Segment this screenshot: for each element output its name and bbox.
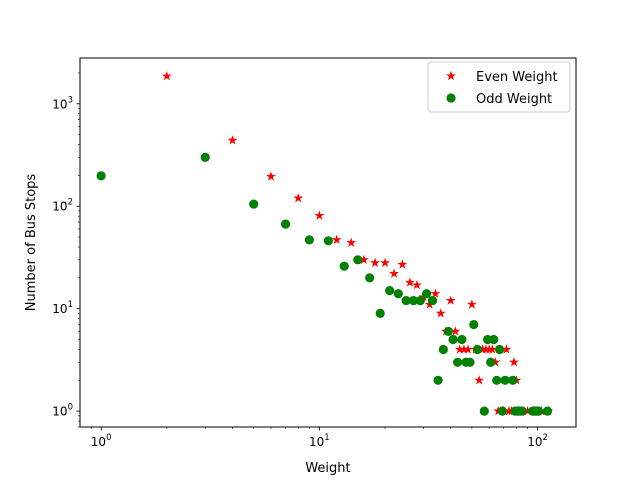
- odd-weight-point: [457, 334, 467, 345]
- odd-weight-point: [249, 199, 259, 209]
- even-weight-point: [404, 277, 415, 287]
- even-weight-point: [454, 344, 465, 354]
- even-weight-point: [509, 357, 519, 367]
- x-tick-label: 100: [91, 433, 112, 449]
- legend-circle-marker: [446, 93, 456, 103]
- even-weight-point: [435, 308, 446, 318]
- odd-weight-point: [200, 152, 210, 162]
- legend-marker-even: [446, 70, 456, 81]
- even-weight-point: [430, 288, 441, 298]
- data-points: [96, 71, 554, 416]
- x-axis-label: Weight: [305, 461, 350, 476]
- even-weight-point: [466, 299, 477, 309]
- x-tick-label: 101: [309, 433, 330, 449]
- legend-marker-odd: [446, 93, 456, 103]
- odd-weight-point: [479, 406, 489, 416]
- odd-weight-point: [353, 255, 363, 265]
- odd-weight-point: [280, 219, 291, 229]
- legend-box: [427, 61, 571, 113]
- y-tick-label: 103: [52, 95, 73, 111]
- odd-weight-point: [452, 357, 463, 367]
- odd-weight-point: [375, 308, 385, 318]
- odd-weight-point: [415, 295, 425, 306]
- even-weight-point: [474, 375, 485, 385]
- y-axis-ticks: 100 101 102 103: [52, 72, 80, 428]
- odd-weight-point: [486, 357, 496, 367]
- even-weight-point: [522, 405, 533, 416]
- legend-star-marker: [446, 70, 456, 81]
- odd-weight-point: [408, 295, 419, 306]
- legend-label-odd: Odd Weight: [476, 92, 552, 107]
- axes-frame: [79, 57, 577, 428]
- odd-weight-point: [427, 295, 438, 306]
- even-weight-point: [227, 135, 238, 145]
- legend-label-even: Even Weight: [476, 70, 558, 85]
- y-tick-label: 102: [52, 198, 73, 214]
- even-weight-point: [331, 234, 342, 245]
- even-weight-point: [370, 257, 381, 268]
- odd-weight-point: [533, 406, 544, 416]
- odd-weight-point: [517, 406, 527, 416]
- odd-weight-point: [96, 171, 106, 181]
- even-weight-point: [411, 279, 422, 290]
- odd-weight-point: [495, 344, 505, 355]
- odd-weight-point: [365, 273, 375, 283]
- odd-weight-point: [438, 344, 448, 355]
- odd-weight-point: [339, 261, 349, 271]
- even-weight-point: [346, 237, 357, 247]
- x-tick-label: 102: [527, 433, 548, 449]
- even-weight-point: [487, 344, 498, 354]
- x-axis-ticks: 100 101 102: [91, 427, 548, 449]
- even-weight-point: [463, 344, 473, 354]
- odd-weight-point: [492, 375, 502, 385]
- even-weight-point: [397, 259, 408, 269]
- odd-weight-point: [421, 289, 432, 299]
- odd-weight-point: [542, 406, 553, 416]
- y-tick-label: 101: [52, 300, 73, 316]
- even-weight-point: [389, 268, 400, 278]
- odd-weight-point: [323, 236, 333, 246]
- even-weight-point: [380, 257, 390, 268]
- y-axis-label: Number of Bus Stops: [24, 174, 39, 312]
- odd-weight-point: [385, 286, 395, 296]
- even-weight-point: [450, 326, 461, 336]
- odd-weight-point: [508, 375, 518, 385]
- odd-weight-point: [472, 344, 483, 355]
- odd-weight-point: [500, 375, 510, 385]
- odd-weight-point: [393, 289, 403, 299]
- legend: Even Weight Odd Weight: [427, 61, 571, 113]
- even-weight-point: [459, 344, 469, 354]
- odd-weight-point: [443, 326, 453, 337]
- even-weight-point: [445, 295, 456, 305]
- odd-weight-point: [448, 334, 458, 345]
- odd-weight-point: [304, 235, 314, 245]
- odd-weight-point: [469, 319, 479, 330]
- even-weight-point: [161, 71, 172, 81]
- odd-weight-point: [401, 295, 411, 306]
- even-weight-point: [293, 192, 304, 203]
- even-weight-point: [266, 171, 276, 181]
- even-weight-point: [314, 210, 325, 220]
- odd-weight-point: [497, 406, 508, 416]
- even-weight-point: [358, 254, 369, 265]
- even-weight-point: [501, 344, 512, 354]
- odd-weight-point: [465, 357, 475, 367]
- y-tick-label: 100: [52, 403, 73, 419]
- odd-weight-point: [433, 375, 443, 385]
- odd-weight-point: [489, 334, 499, 345]
